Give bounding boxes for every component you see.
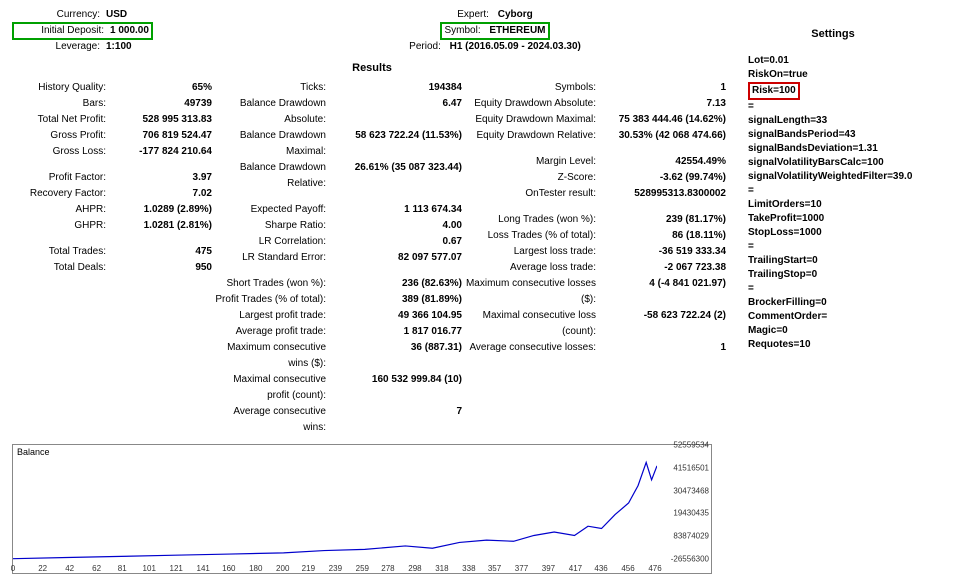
- currency-label: Currency:: [12, 8, 106, 22]
- settings-item: =: [748, 100, 948, 114]
- period-value: H1 (2016.05.09 - 2024.03.30): [450, 40, 581, 54]
- header-left: Currency:USD Initial Deposit:1 000.00 Le…: [12, 8, 272, 54]
- settings-item: BrockerFilling=0: [748, 296, 948, 310]
- settings-panel: Lot=0.01RiskOn=trueRisk=100=signalLength…: [732, 54, 948, 574]
- settings-item: signalLength=33: [748, 114, 948, 128]
- header-center: Expert: Cyborg Symbol: ETHEREUM Period: …: [272, 8, 718, 54]
- settings-item: CommentOrder=: [748, 310, 948, 324]
- period-label: Period:: [409, 40, 447, 54]
- settings-item: TrailingStop=0: [748, 268, 948, 282]
- currency-value: USD: [106, 8, 127, 22]
- settings-item: TakeProfit=1000: [748, 212, 948, 226]
- balance-chart: Balance 52559534415165013047346819430435…: [12, 444, 712, 574]
- deposit-label: Initial Deposit:: [16, 24, 110, 38]
- settings-item: =: [748, 184, 948, 198]
- settings-item: Lot=0.01: [748, 54, 948, 68]
- settings-item: StopLoss=1000: [748, 226, 948, 240]
- leverage-value: 1:100: [106, 40, 132, 54]
- settings-item: =: [748, 282, 948, 296]
- expert-label: Expert:: [457, 8, 495, 22]
- deposit-highlight: Initial Deposit:1 000.00: [12, 22, 153, 40]
- results-title: Results: [12, 62, 732, 74]
- settings-item: Magic=0: [748, 324, 948, 338]
- settings-item: signalBandsDeviation=1.31: [748, 142, 948, 156]
- symbol-label: Symbol:: [444, 24, 486, 38]
- settings-item: LimitOrders=10: [748, 198, 948, 212]
- settings-item: TrailingStart=0: [748, 254, 948, 268]
- settings-item: signalVolatilityBarsCalc=100: [748, 156, 948, 170]
- settings-item: Risk=100: [748, 82, 948, 100]
- expert-value: Cyborg: [498, 8, 533, 22]
- settings-item: RiskOn=true: [748, 68, 948, 82]
- results-table: History Quality:65% Bars:49739 Total Net…: [12, 80, 732, 436]
- settings-item: signalVolatilityWeightedFilter=39.0: [748, 170, 948, 184]
- settings-item: Requotes=10: [748, 338, 948, 352]
- deposit-value: 1 000.00: [110, 24, 149, 38]
- settings-item: =: [748, 240, 948, 254]
- symbol-highlight: Symbol: ETHEREUM: [440, 22, 549, 40]
- leverage-label: Leverage:: [12, 40, 106, 54]
- settings-title: Settings: [718, 8, 948, 54]
- settings-item: signalBandsPeriod=43: [748, 128, 948, 142]
- symbol-value: ETHEREUM: [489, 24, 545, 38]
